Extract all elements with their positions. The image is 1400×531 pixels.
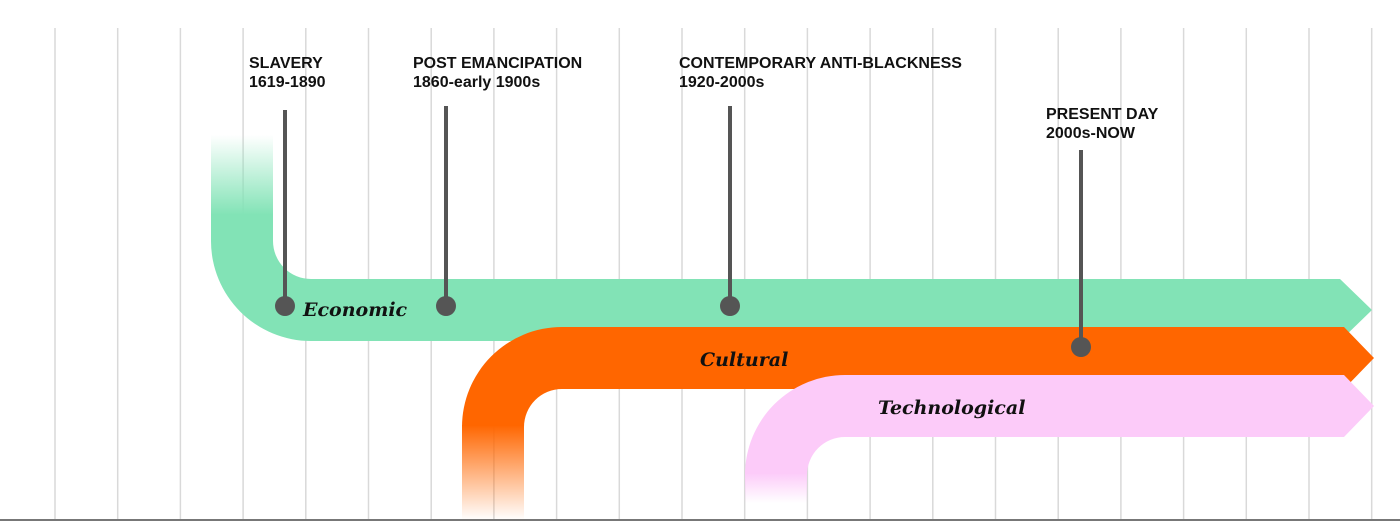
band-label-technological: Technological <box>878 397 1025 419</box>
era-title: PRESENT DAY <box>1046 106 1159 123</box>
pin-post-emancipation <box>436 106 456 316</box>
pin-contemporary <box>720 106 740 316</box>
era-title: SLAVERY <box>249 55 323 72</box>
era-dates: 2000s-NOW <box>1046 125 1135 142</box>
era-dates: 1920-2000s <box>679 74 765 91</box>
era-title: POST EMANCIPATION <box>413 55 583 72</box>
band-technological <box>745 375 1374 503</box>
era-dates: 1619-1890 <box>249 74 326 91</box>
band-label-cultural: Cultural <box>700 349 788 371</box>
pin-present-day <box>1071 150 1091 357</box>
era-label-post-emancipation: POST EMANCIPATION 1860-early 1900s <box>413 54 582 92</box>
pin-slavery <box>275 110 295 316</box>
band-label-economic: Economic <box>302 299 408 321</box>
era-title: CONTEMPORARY ANTI-BLACKNESS <box>679 55 962 72</box>
era-label-contemporary: CONTEMPORARY ANTI-BLACKNESS 1920-2000s <box>679 54 962 92</box>
era-label-slavery: SLAVERY 1619-1890 <box>249 54 326 92</box>
era-label-present-day: PRESENT DAY 2000s-NOW <box>1046 105 1158 143</box>
era-dates: 1860-early 1900s <box>413 74 541 91</box>
